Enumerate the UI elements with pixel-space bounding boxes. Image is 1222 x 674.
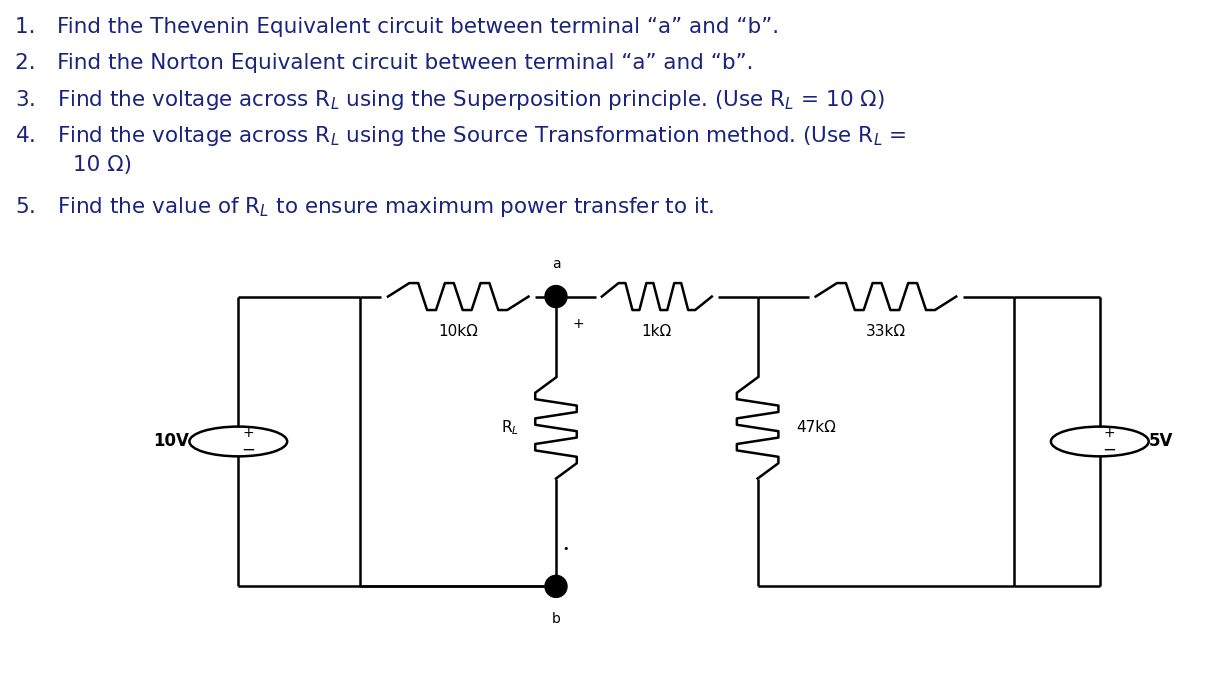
Text: 5. Find the value of R$_L$ to ensure maximum power transfer to it.: 5. Find the value of R$_L$ to ensure max… — [15, 195, 714, 220]
Text: 33kΩ: 33kΩ — [866, 324, 906, 339]
Text: +: + — [1103, 426, 1116, 440]
Polygon shape — [545, 286, 567, 307]
Text: 10 Ω): 10 Ω) — [73, 155, 132, 175]
Text: •: • — [562, 545, 569, 554]
Text: +: + — [242, 426, 254, 440]
Text: 2. Find the Norton Equivalent circuit between terminal “a” and “b”.: 2. Find the Norton Equivalent circuit be… — [15, 53, 753, 73]
Text: −: − — [241, 441, 255, 458]
Text: 3. Find the voltage across R$_L$ using the Superposition principle. (Use R$_L$ =: 3. Find the voltage across R$_L$ using t… — [15, 88, 885, 113]
Text: b: b — [551, 612, 561, 625]
Polygon shape — [545, 576, 567, 597]
Text: 5V: 5V — [1149, 433, 1173, 450]
Text: 1kΩ: 1kΩ — [642, 324, 672, 339]
Text: 10V: 10V — [153, 433, 189, 450]
Text: 1. Find the Thevenin Equivalent circuit between terminal “a” and “b”.: 1. Find the Thevenin Equivalent circuit … — [15, 17, 778, 37]
Text: a: a — [551, 257, 561, 271]
Text: 47kΩ: 47kΩ — [797, 421, 836, 435]
Text: 4. Find the voltage across R$_L$ using the Source Transformation method. (Use R$: 4. Find the voltage across R$_L$ using t… — [15, 124, 907, 148]
Text: 10kΩ: 10kΩ — [439, 324, 478, 339]
Text: R$_L$: R$_L$ — [501, 419, 518, 437]
Text: +: + — [572, 317, 584, 330]
Text: −: − — [1102, 441, 1117, 458]
